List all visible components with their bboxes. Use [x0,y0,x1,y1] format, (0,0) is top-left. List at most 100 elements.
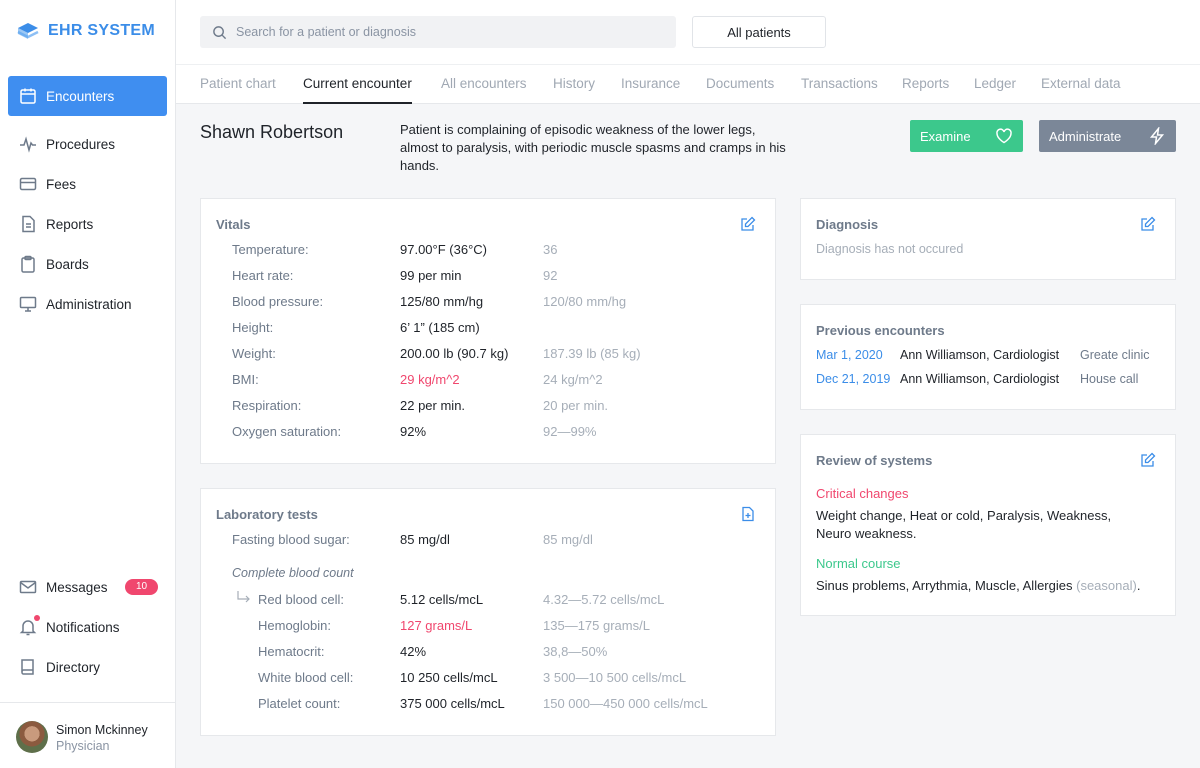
tab-reports[interactable]: Reports [902,76,950,91]
tab-documents[interactable]: Documents [706,76,775,91]
vital-value: 99 per min [400,268,462,283]
nav-directory[interactable]: Directory [8,647,167,687]
nav-boards[interactable]: Boards [8,244,167,284]
lab-reference: 85 mg/dl [543,532,593,547]
user-name: Simon Mckinney [56,723,148,737]
cbc-reference: 4.32—5.72 cells/mcL [543,592,665,607]
bell-icon [19,620,37,636]
cbc-value: 5.12 cells/mcL [400,592,484,607]
tab-transactions[interactable]: Transactions [801,76,878,91]
sub-arrow-icon [237,591,250,603]
lab-label: Fasting blood sugar: [232,532,350,547]
card-title: Previous encounters [816,323,945,338]
nav-label: Procedures [46,136,116,152]
search-input[interactable] [236,25,656,39]
encounter-place: House call [1080,372,1139,386]
administrate-label: Administrate [1049,128,1122,144]
cbc-label: Red blood cell: [258,592,344,607]
nav-label: Directory [46,659,101,675]
cbc-reference: 3 500—10 500 cells/mcL [543,670,687,685]
vital-label: Oxygen saturation: [232,424,342,439]
review-of-systems-card: Review of systems Critical changes Weigh… [800,434,1176,616]
vital-value: 97.00°F (36°C) [400,242,487,257]
nav-administration[interactable]: Administration [8,284,167,324]
app-logo[interactable]: EHR SYSTEM [16,22,155,40]
cbc-label: Hematocrit: [258,644,325,659]
edit-icon[interactable] [1140,216,1156,232]
vital-value: 6’ 1” (185 cm) [400,320,480,335]
search-icon [213,25,227,39]
nav-encounters[interactable]: Encounters [8,76,167,116]
tab-insurance[interactable]: Insurance [621,76,681,91]
tab-ledger[interactable]: Ledger [974,76,1017,91]
user-profile[interactable]: Simon Mckinney Physician [0,702,175,768]
nav-label: Encounters [46,88,115,104]
encounter-doctor: Ann Williamson, Cardiologist [900,372,1060,386]
vital-reference: 36 [543,242,558,257]
cbc-value: 10 250 cells/mcL [400,670,498,685]
examine-button[interactable]: Examine [910,120,1023,152]
examine-label: Examine [920,128,971,144]
cbc-reference: 38,8—50% [543,644,608,659]
app-name: EHR SYSTEM [48,22,156,39]
messages-count-badge: 10 [125,579,159,595]
administrate-button[interactable]: Administrate [1039,120,1176,152]
calendar-icon [20,88,36,104]
vital-value: 22 per min. [400,398,466,413]
tab-all-encounters[interactable]: All encounters [441,76,527,91]
card-title: Review of systems [816,453,933,468]
encounter-date-link[interactable]: Mar 1, 2020 [816,348,883,362]
nav-label: Notifications [46,619,120,635]
nav-messages[interactable]: Messages 10 [8,567,167,607]
vital-label: BMI: [232,372,259,387]
vital-value: 29 kg/m^2 [400,372,460,387]
card-icon [19,177,37,191]
cbc-label: Hemoglobin: [258,618,331,633]
patient-complaint: Patient is complaining of episodic weakn… [400,122,786,173]
top-bar: All patients [176,0,1200,64]
all-patients-button[interactable]: All patients [692,16,826,48]
user-role: Physician [56,739,110,753]
encounter-date-link[interactable]: Dec 21, 2019 [816,372,891,386]
avatar [16,721,48,753]
vital-label: Blood pressure: [232,294,324,309]
search-box[interactable] [200,16,676,48]
lab-value: 85 mg/dl [400,532,450,547]
mail-icon [19,580,37,594]
nav-fees[interactable]: Fees [8,164,167,204]
cbc-reference: 135—175 grams/L [543,618,650,633]
encounter-place: Greate clinic [1080,348,1150,362]
edit-icon[interactable] [740,216,756,232]
nav-label: Fees [46,176,77,192]
normal-course-title: Normal course [816,556,901,571]
document-icon [22,215,35,233]
card-title: Laboratory tests [216,507,318,522]
vital-label: Weight: [232,346,276,361]
nav-reports[interactable]: Reports [8,204,167,244]
vital-label: Respiration: [232,398,302,413]
monitor-icon [19,296,37,312]
tab-history[interactable]: History [553,76,596,91]
layers-logo-icon [17,23,39,39]
lightning-icon [1149,127,1165,145]
vital-value: 200.00 lb (90.7 kg) [400,346,509,361]
tab-external-data[interactable]: External data [1041,76,1121,91]
tab-current-encounter[interactable]: Current encounter [303,65,412,104]
cbc-value: 375 000 cells/mcL [400,696,505,711]
tab-patient-chart[interactable]: Patient chart [200,76,276,91]
vital-label: Height: [232,320,274,335]
notification-dot [34,615,40,621]
vital-reference: 187.39 lb (85 kg) [543,346,641,361]
vital-label: Heart rate: [232,268,294,283]
heart-icon [996,128,1012,144]
normal-course-text: Sinus problems, Arrythmia, Muscle, Aller… [816,578,1140,593]
add-document-icon[interactable] [740,506,756,522]
nav-notifications[interactable]: Notifications [8,607,167,647]
cbc-value: 127 grams/L [400,618,473,633]
critical-changes-text: Weight change, Heat or cold, Paralysis, … [816,508,1112,541]
edit-icon[interactable] [1140,452,1156,468]
nav-procedures[interactable]: Procedures [8,124,167,164]
vital-reference: 24 kg/m^2 [543,372,603,387]
cbc-label: White blood cell: [258,670,354,685]
card-title: Vitals [216,217,251,232]
